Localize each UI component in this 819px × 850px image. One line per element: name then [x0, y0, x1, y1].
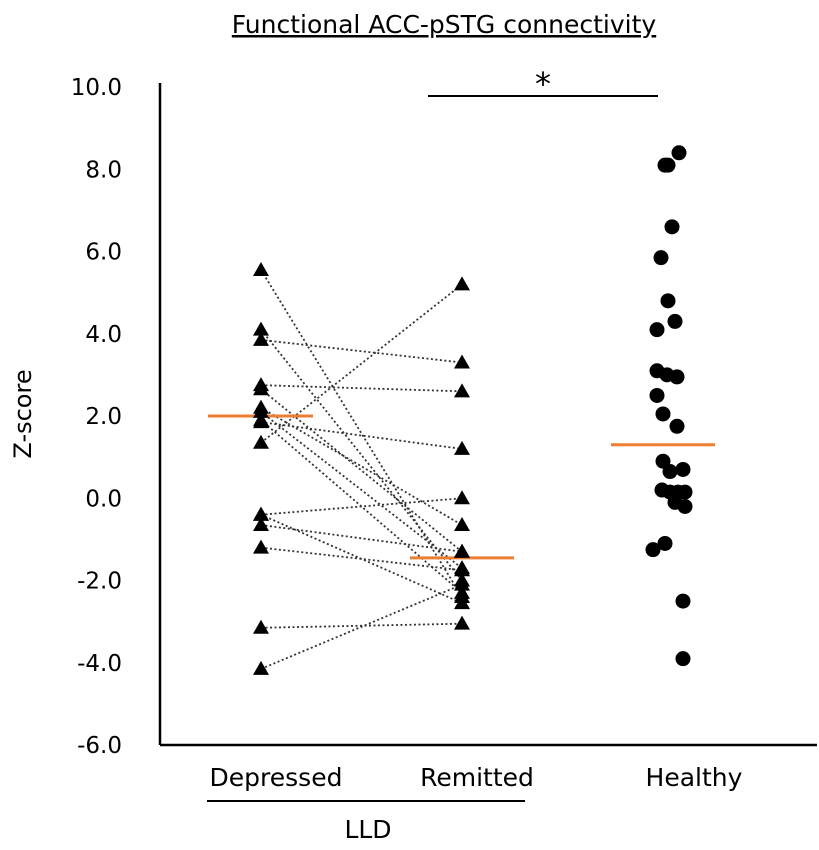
depressed-point — [253, 619, 269, 634]
remitted-point — [454, 516, 470, 531]
healthy-point — [675, 461, 691, 477]
remitted-point — [454, 490, 470, 505]
paired-line — [260, 406, 463, 526]
y-tick-label: 2.0 — [85, 404, 122, 430]
healthy-point — [669, 369, 685, 385]
depressed-point — [253, 660, 269, 675]
paired-line — [260, 411, 463, 569]
y-tick-label: 10.0 — [71, 75, 122, 101]
paired-line — [260, 283, 463, 444]
healthy-point — [664, 219, 680, 235]
paired-line — [260, 583, 463, 670]
y-tick-label: -2.0 — [77, 569, 122, 595]
healthy-point — [660, 157, 676, 173]
y-tick-label: 4.0 — [85, 322, 122, 348]
healthy-point — [649, 322, 665, 338]
healthy-point — [671, 145, 687, 161]
y-tick-label: -6.0 — [77, 733, 122, 759]
healthy-point — [675, 593, 691, 609]
healthy-point — [660, 293, 676, 309]
paired-line — [260, 497, 463, 516]
paired-line — [260, 524, 463, 553]
healthy-point — [657, 535, 673, 551]
y-axis-label: Z-score — [9, 369, 37, 458]
healthy-point — [653, 250, 669, 266]
depressed-point — [253, 403, 269, 418]
depressed-point — [253, 321, 269, 336]
category-label: Remitted — [420, 763, 534, 792]
paired-line — [260, 384, 463, 393]
paired-line — [260, 622, 463, 629]
paired-line — [260, 339, 463, 364]
significance-star: * — [535, 65, 551, 103]
y-tick-label: 6.0 — [85, 240, 122, 266]
healthy-point — [677, 498, 693, 514]
paired-lines — [260, 269, 463, 670]
healthy-point — [662, 464, 678, 480]
depressed-point — [253, 506, 269, 521]
remitted-point — [454, 562, 470, 577]
healthy-point — [675, 651, 691, 667]
depressed-point — [253, 516, 269, 531]
y-tick-label: 0.0 — [85, 486, 122, 512]
depressed-point — [253, 262, 269, 277]
depressed-point — [253, 414, 269, 429]
depressed-point — [253, 331, 269, 346]
y-axis-ticks: -6.0 -4.0 -2.0 0.0 2.0 4.0 6.0 8.0 10.0 — [71, 75, 122, 759]
remitted-point — [454, 276, 470, 291]
y-tick-label: 8.0 — [85, 157, 122, 183]
remitted-point — [454, 615, 470, 630]
remitted-point — [454, 354, 470, 369]
healthy-point — [645, 542, 661, 558]
remitted-point — [454, 543, 470, 558]
paired-line — [260, 421, 463, 450]
remitted-point — [454, 576, 470, 591]
y-tick-label: -4.0 — [77, 651, 122, 677]
healthy-point — [649, 387, 665, 403]
paired-line — [260, 513, 463, 604]
chart-title: Functional ACC-pSTG connectivity — [232, 10, 657, 39]
paired-line — [260, 329, 463, 582]
paired-line — [260, 419, 463, 594]
median-lines — [208, 414, 715, 560]
remitted-point — [454, 584, 470, 599]
remitted-point — [454, 440, 470, 455]
lld-group-label: LLD — [344, 815, 391, 844]
healthy-point — [677, 484, 693, 500]
depressed-point — [253, 381, 269, 396]
depressed-point — [253, 434, 269, 449]
data-markers — [253, 145, 693, 675]
healthy-point — [669, 418, 685, 434]
healthy-point — [655, 406, 671, 422]
healthy-point — [667, 313, 683, 329]
category-label: Healthy — [646, 763, 743, 792]
category-label: Depressed — [210, 763, 343, 792]
depressed-point — [253, 539, 269, 554]
remitted-point — [454, 595, 470, 610]
category-labels: Depressed Remitted Healthy — [210, 763, 743, 792]
remitted-point — [454, 383, 470, 398]
